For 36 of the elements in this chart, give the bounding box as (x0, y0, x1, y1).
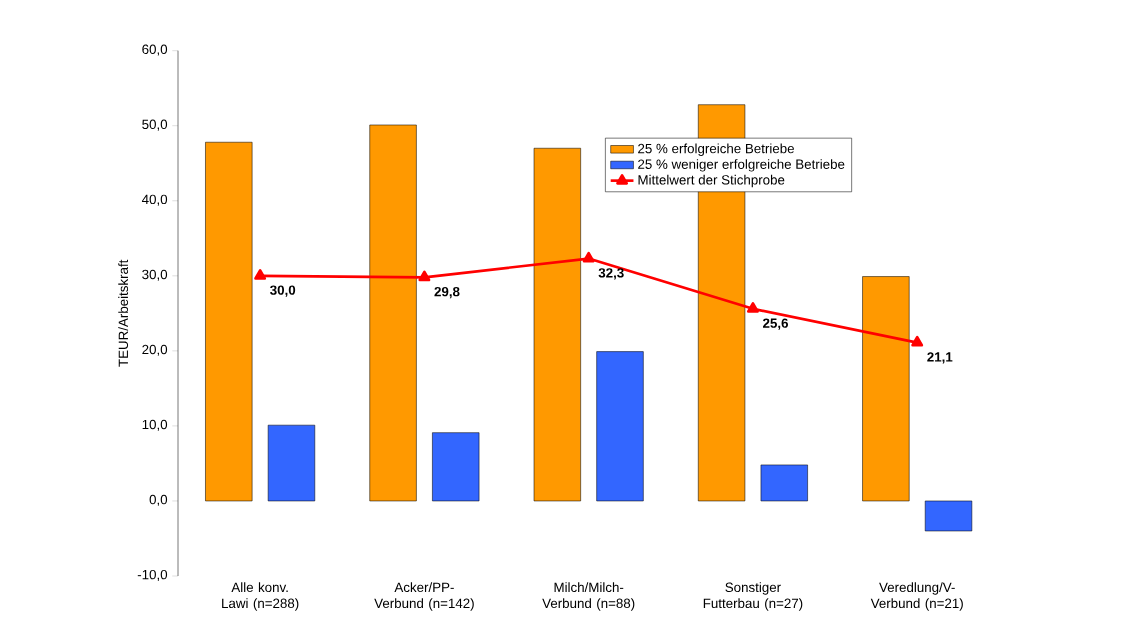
data-label: 25,6 (763, 318, 789, 330)
x-tick-label: Alle konv. Lawi (n=288) (222, 582, 299, 611)
bar (760, 464, 808, 502)
bar (432, 432, 480, 502)
bar (267, 424, 316, 502)
y-tick-label: -10,0 (137, 569, 168, 581)
y-axis-title: TEUR/Arbeitskraft (118, 259, 129, 367)
x-tick-label: Veredlung/V-Verbund (n=21) (870, 582, 963, 611)
legend-label: 25 % weniger erfolgreiche Betriebe (638, 159, 845, 172)
x-tick-label: Acker/PP-Verbund (n=142) (374, 582, 474, 611)
y-tick-label: 20,0 (142, 344, 168, 356)
bar (533, 147, 581, 502)
data-label: 21,1 (927, 352, 953, 364)
point (254, 269, 267, 280)
point (582, 251, 595, 263)
bar (596, 351, 644, 502)
point (418, 270, 431, 282)
legend-label: Mittelwert der Stichprobe (638, 174, 785, 188)
data-label: 32,3 (598, 268, 624, 280)
x-tick-label: Milch/Milch-Verbund (n=88) (542, 582, 635, 611)
x-tick-label: Sonstiger Futterbau (n=27) (703, 582, 803, 611)
y-tick-label: 50,0 (142, 119, 168, 131)
point (911, 335, 924, 347)
y-tick-label: 10,0 (142, 419, 168, 431)
y-tick-label: 30,0 (142, 269, 168, 281)
data-label: 29,8 (434, 286, 460, 299)
y-tick-label: 0,0 (149, 494, 168, 506)
bar (369, 124, 417, 502)
data-label: 30,0 (270, 285, 296, 297)
point (746, 302, 759, 313)
y-tick-label: 60,0 (142, 44, 168, 56)
bar (205, 141, 253, 502)
legend-label: 25 % erfolgreiche Betriebe (638, 143, 794, 156)
y-tick-label: 40,0 (141, 194, 168, 206)
bar (924, 500, 973, 532)
bar (862, 276, 910, 502)
